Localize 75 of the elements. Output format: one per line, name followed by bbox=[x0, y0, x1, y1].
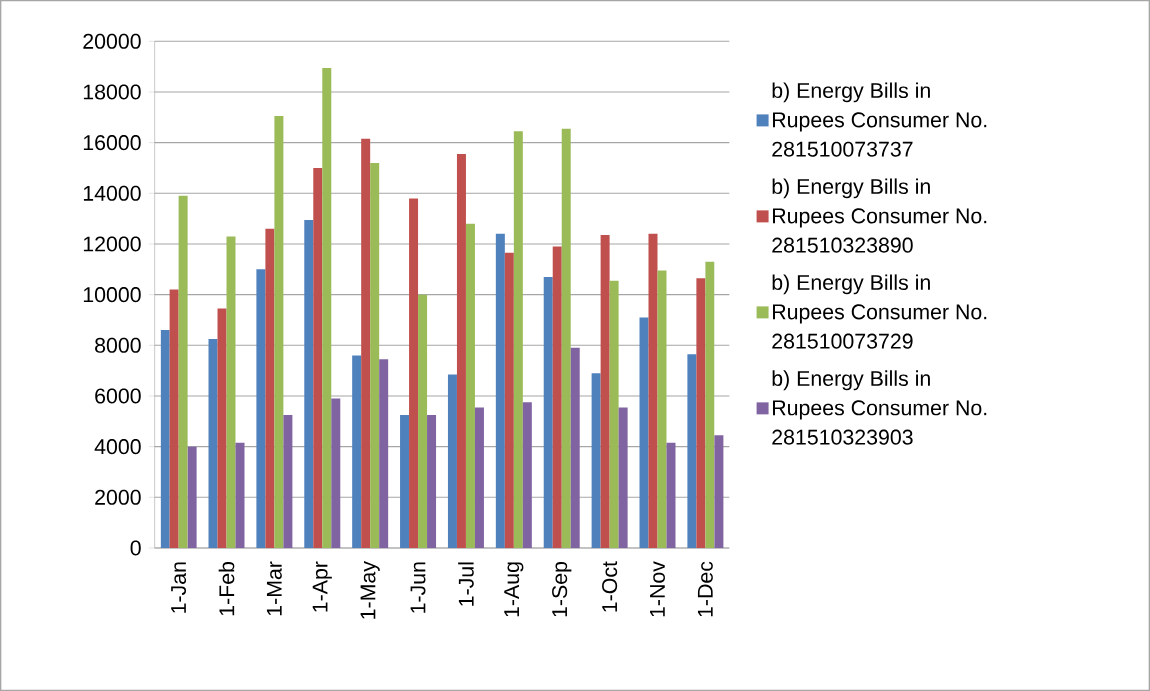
bar bbox=[495, 233, 505, 548]
bar bbox=[570, 347, 580, 548]
bar bbox=[313, 167, 323, 548]
x-tick-label: 1-Jan bbox=[171, 562, 187, 613]
bar bbox=[274, 116, 284, 548]
y-tick-label: 2000 bbox=[95, 489, 141, 505]
bar bbox=[666, 442, 676, 548]
bar bbox=[160, 330, 170, 548]
y-tick-label: 18000 bbox=[83, 84, 141, 100]
y-tick-label: 12000 bbox=[83, 236, 141, 252]
bar bbox=[447, 374, 457, 548]
legend-label: b) Energy Bills in Rupees Consumer No. 281510323903 bbox=[772, 370, 987, 445]
bar bbox=[714, 435, 724, 548]
bar bbox=[379, 359, 389, 548]
bar bbox=[427, 414, 437, 548]
y-tick-label: 6000 bbox=[95, 388, 141, 404]
bar bbox=[304, 219, 314, 548]
bar bbox=[618, 407, 628, 548]
bar bbox=[169, 289, 179, 548]
x-tick-label: 1-Dec bbox=[697, 561, 713, 617]
bar bbox=[235, 442, 245, 548]
y-tick-label: 14000 bbox=[83, 185, 141, 201]
y-tick-label: 4000 bbox=[94, 439, 141, 455]
y-tick-label: 10000 bbox=[83, 287, 141, 303]
bar bbox=[591, 373, 601, 548]
x-tick-label: 1-Jun bbox=[410, 562, 426, 613]
bar bbox=[187, 446, 197, 548]
bar bbox=[504, 252, 514, 548]
bar bbox=[513, 131, 523, 548]
y-tick-label: 0 bbox=[130, 540, 141, 556]
bar bbox=[322, 67, 332, 548]
bar bbox=[561, 128, 571, 548]
y-tick-label: 8000 bbox=[95, 337, 141, 353]
bar bbox=[543, 276, 553, 548]
bar bbox=[609, 280, 619, 548]
bar bbox=[465, 223, 475, 548]
x-tick-label: 1-Oct bbox=[602, 561, 618, 612]
bar bbox=[361, 138, 371, 548]
bar bbox=[657, 270, 667, 548]
x-tick-label: 1-Mar bbox=[266, 561, 282, 616]
x-tick-label: 1-Apr bbox=[312, 561, 332, 612]
bar bbox=[352, 355, 362, 548]
bar bbox=[648, 233, 658, 548]
bar bbox=[639, 317, 649, 548]
legend-label: b) Energy Bills in Rupees Consumer No. 281510323890 bbox=[772, 178, 987, 253]
bar bbox=[418, 294, 428, 548]
bar bbox=[256, 269, 266, 548]
legend-label: b) Energy Bills in Rupees Consumer No. 281510073737 bbox=[772, 82, 987, 157]
bar bbox=[705, 261, 715, 548]
x-tick-label: 1-May bbox=[360, 561, 380, 619]
bar bbox=[400, 414, 410, 548]
bar bbox=[687, 354, 697, 548]
y-tick-label: 20000 bbox=[83, 33, 141, 49]
x-tick-label: 1-Jul bbox=[458, 562, 474, 606]
x-tick-label: 1-Feb bbox=[218, 561, 235, 616]
bar bbox=[370, 162, 380, 548]
bar bbox=[226, 236, 236, 548]
x-tick-label: 1-Aug bbox=[504, 562, 524, 617]
bar bbox=[474, 407, 484, 548]
bar bbox=[522, 402, 532, 548]
bar bbox=[456, 154, 466, 548]
x-tick-label: 1-Nov bbox=[650, 561, 665, 617]
bar bbox=[331, 398, 341, 548]
bar bbox=[409, 198, 419, 548]
bar bbox=[600, 235, 610, 548]
bar bbox=[283, 414, 293, 548]
y-tick-label: 16000 bbox=[83, 135, 141, 151]
bar bbox=[265, 228, 275, 548]
bar bbox=[696, 278, 706, 548]
bar bbox=[178, 195, 188, 548]
bar bbox=[208, 338, 218, 548]
bar bbox=[217, 308, 227, 548]
bar bbox=[552, 246, 562, 548]
x-tick-label: 1-Sep bbox=[552, 561, 572, 617]
legend-label: b) Energy Bills in Rupees Consumer No. 281510073729 bbox=[772, 274, 987, 349]
